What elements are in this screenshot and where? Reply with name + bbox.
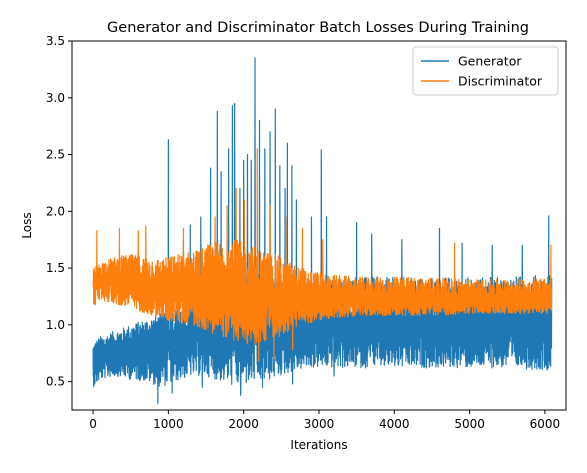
legend: Generator Discriminator — [412, 46, 559, 96]
x-tick-label: 4000 — [379, 417, 410, 431]
x-tick-label: 5000 — [454, 417, 485, 431]
x-tick-label: 2000 — [228, 417, 259, 431]
y-tick-label: 2.0 — [46, 204, 65, 218]
y-tick-label: 1.5 — [46, 261, 65, 275]
legend-label-generator: Generator — [458, 54, 522, 69]
x-tick-label: 0 — [89, 417, 97, 431]
chart-title: Generator and Discriminator Batch Losses… — [107, 20, 529, 36]
legend-box — [412, 46, 559, 96]
x-axis: 0 1000 2000 3000 4000 5000 6000 — [89, 410, 560, 431]
x-tick-label: 6000 — [530, 417, 561, 431]
x-tick-label: 1000 — [153, 417, 184, 431]
legend-label-discriminator: Discriminator — [458, 74, 543, 89]
y-tick-label: 2.5 — [46, 148, 65, 162]
x-tick-label: 3000 — [304, 417, 335, 431]
y-axis: 0.5 1.0 1.5 2.0 2.5 3.0 3.5 — [46, 34, 72, 389]
y-tick-label: 0.5 — [46, 375, 65, 389]
y-tick-label: 3.5 — [46, 34, 65, 48]
y-tick-label: 1.0 — [46, 318, 65, 332]
y-tick-label: 3.0 — [46, 91, 65, 105]
plot-series — [92, 57, 553, 404]
y-axis-label: Loss — [20, 212, 34, 238]
series-line-discriminator — [92, 148, 553, 362]
x-axis-label: Iterations — [290, 438, 347, 452]
